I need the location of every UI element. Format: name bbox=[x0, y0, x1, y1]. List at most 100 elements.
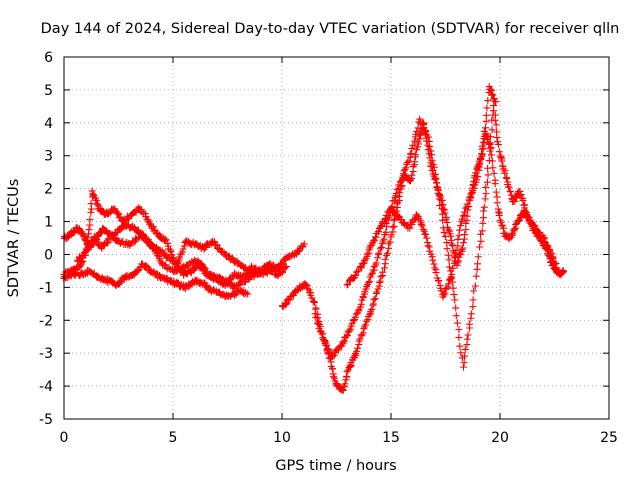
data-point bbox=[461, 231, 469, 239]
data-point bbox=[425, 143, 433, 151]
data-point bbox=[441, 289, 449, 297]
data-point bbox=[459, 363, 467, 371]
data-point bbox=[403, 158, 411, 166]
data-point bbox=[278, 263, 286, 271]
data-point bbox=[374, 285, 382, 293]
data-point bbox=[439, 224, 447, 232]
data-point bbox=[376, 245, 384, 253]
data-point bbox=[487, 151, 495, 159]
data-point bbox=[442, 215, 450, 223]
data-point bbox=[393, 185, 401, 193]
data-point bbox=[475, 163, 483, 171]
data-point bbox=[392, 190, 400, 198]
data-point bbox=[422, 128, 430, 136]
y-axis-label: SDTVAR / TECUs bbox=[6, 179, 22, 298]
data-point bbox=[452, 312, 460, 320]
data-point bbox=[406, 150, 414, 158]
data-point bbox=[286, 296, 294, 304]
data-point bbox=[458, 215, 466, 223]
series-track-e bbox=[278, 83, 500, 394]
data-point bbox=[329, 365, 337, 373]
data-point bbox=[490, 107, 498, 115]
data-point bbox=[423, 234, 431, 242]
data-point bbox=[379, 268, 387, 276]
data-point bbox=[454, 235, 462, 243]
y-tick-labels: -5 -4 -3 -2 -1 0 1 2 3 4 5 6 bbox=[39, 50, 53, 428]
plot-frame bbox=[63, 56, 610, 420]
series-track-c bbox=[60, 260, 252, 301]
data-point bbox=[497, 218, 505, 226]
data-point bbox=[477, 154, 485, 162]
data-point bbox=[494, 140, 502, 148]
data-point bbox=[440, 229, 448, 237]
data-point bbox=[489, 164, 497, 172]
y-tick-label: 0 bbox=[44, 247, 53, 263]
y-tick-label: 6 bbox=[44, 50, 53, 66]
data-point bbox=[367, 271, 375, 279]
data-point bbox=[366, 311, 374, 319]
data-point bbox=[459, 239, 467, 247]
data-point bbox=[385, 240, 393, 248]
data-point bbox=[478, 142, 486, 150]
data-point bbox=[202, 242, 210, 250]
data-point bbox=[513, 193, 521, 201]
data-point bbox=[478, 150, 486, 158]
data-point bbox=[546, 248, 554, 256]
data-point bbox=[312, 305, 320, 313]
data-point bbox=[343, 281, 351, 289]
data-point bbox=[510, 225, 518, 233]
data-point bbox=[401, 165, 409, 173]
data-point bbox=[461, 345, 469, 353]
data-point bbox=[479, 214, 487, 222]
data-point bbox=[365, 277, 373, 285]
data-point bbox=[188, 279, 195, 287]
data-point bbox=[438, 210, 446, 218]
data-point bbox=[370, 296, 378, 304]
data-point bbox=[546, 246, 554, 254]
data-point bbox=[486, 140, 494, 148]
y-tick-label: 2 bbox=[44, 182, 53, 198]
data-point bbox=[464, 331, 472, 339]
data-point bbox=[310, 298, 318, 306]
y-tick-label: 4 bbox=[44, 116, 53, 132]
data-point bbox=[458, 246, 466, 254]
data-point bbox=[493, 133, 501, 141]
data-point bbox=[368, 305, 376, 313]
data-point bbox=[410, 137, 418, 145]
data-point bbox=[474, 173, 482, 181]
data-point bbox=[506, 188, 514, 196]
data-point bbox=[501, 169, 509, 177]
data-point bbox=[405, 157, 413, 165]
data-point bbox=[443, 239, 451, 247]
data-point bbox=[491, 180, 499, 188]
data-point bbox=[482, 111, 490, 119]
data-point bbox=[503, 174, 511, 182]
data-point bbox=[266, 260, 274, 268]
data-point bbox=[368, 269, 376, 277]
data-point bbox=[381, 264, 389, 272]
data-point bbox=[352, 271, 360, 279]
data-point bbox=[341, 380, 349, 388]
x-tick-label: 25 bbox=[600, 430, 618, 446]
data-point bbox=[408, 220, 416, 228]
x-tick-label: 0 bbox=[60, 430, 69, 446]
data-point bbox=[442, 284, 450, 292]
data-point bbox=[424, 242, 432, 250]
data-point bbox=[482, 183, 490, 191]
data-point bbox=[427, 147, 435, 155]
data-point bbox=[444, 280, 452, 288]
data-point bbox=[360, 256, 368, 264]
data-point bbox=[353, 347, 361, 355]
data-point bbox=[138, 230, 146, 238]
data-point bbox=[493, 193, 501, 201]
data-point bbox=[168, 256, 176, 264]
y-tick-label: 5 bbox=[44, 83, 53, 99]
x-tick-label: 15 bbox=[382, 430, 400, 446]
data-point bbox=[479, 138, 487, 146]
data-point bbox=[452, 304, 460, 312]
data-point bbox=[456, 342, 464, 350]
data-point bbox=[516, 187, 524, 195]
data-point bbox=[456, 226, 464, 234]
data-point bbox=[374, 254, 382, 262]
data-point bbox=[439, 216, 447, 224]
